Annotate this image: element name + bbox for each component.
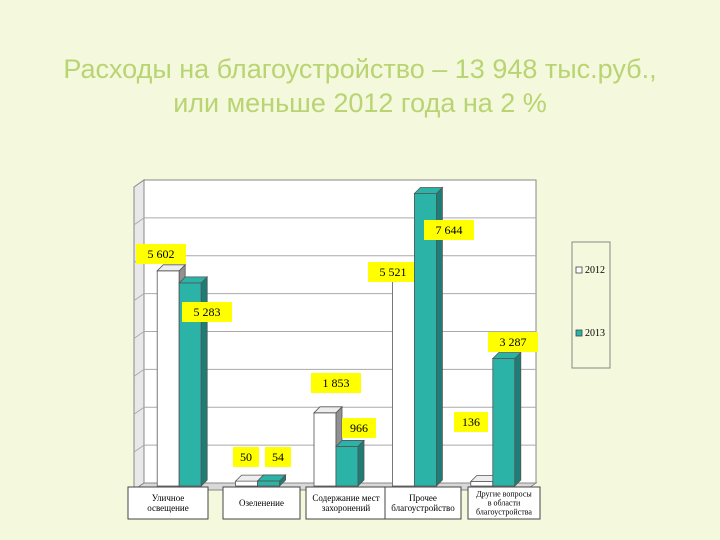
gridline-side [133,368,145,377]
category-label: Прочее [409,493,437,503]
data-label: 3 287 [500,335,527,349]
data-label-bg [311,373,361,393]
legend-label-2012: 2012 [585,265,605,276]
data-label: 1 853 [323,376,350,390]
data-label-bg [454,412,488,432]
bar-front [235,480,259,487]
data-label-bg [265,447,291,467]
gridline-side [133,331,145,339]
legend-swatch-2013 [575,329,583,337]
category-label: благоустройство [391,503,455,513]
bar-front [156,270,180,487]
category-label-box [467,486,541,520]
data-label: 136 [462,415,480,429]
bar-front [335,446,359,487]
data-label-bg [368,262,418,282]
bar-front [492,358,516,487]
category-label: Другие вопросы [476,490,532,499]
bar-top [335,440,365,447]
title-line-1: Расходы на благоустройство – 13 948 тыс.… [63,54,657,84]
data-label-bg [424,220,474,240]
bar-top [156,264,187,272]
category-label: благоустройства [476,508,532,517]
legend-box [571,241,611,369]
category-label: Уличное [152,493,185,503]
data-label-bg [488,332,538,352]
title-line-2: или меньше 2012 года на 2 % [173,88,547,118]
category-label-box [127,486,209,520]
bar-front [313,412,337,487]
data-label: 5 283 [194,305,221,319]
bar-side [357,439,365,487]
page-title: Расходы на благоустройство – 13 948 тыс.… [0,52,720,120]
data-label-bg [233,447,259,467]
legend-swatch-2012 [575,266,583,274]
bar-2013-3 [335,439,365,487]
data-label: 5 521 [380,265,407,279]
bar-top [313,406,343,414]
gridline-side [133,406,145,415]
data-label: 50 [240,450,252,464]
data-label: 7 644 [436,223,463,237]
bar-2013-4 [413,186,444,487]
category-label-box [305,486,387,520]
category-label: захоронений [322,503,371,513]
category-label: освещение [147,503,188,513]
category-label: Содержание мест [312,493,379,503]
bar-top [178,276,209,284]
gridline-side [133,217,145,226]
gridline-side [133,444,145,453]
category-label-box [384,486,462,520]
data-label: 54 [272,450,284,464]
data-label: 966 [350,421,368,435]
bar-top [256,474,287,482]
bar-top [491,352,522,359]
bar-top [413,187,444,194]
data-label-bg [136,244,186,264]
bar-2013-1 [178,275,209,487]
gridline-side [133,293,145,302]
bar-2013-5 [491,351,522,487]
category-label-box [222,486,301,520]
category-label: Озеленение [239,498,284,508]
bar-front [391,273,415,487]
bar-front [257,480,281,487]
category-label: в области [488,499,521,508]
data-label-bg [182,302,232,322]
data-label-bg [342,418,376,438]
legend-label-2013: 2013 [585,328,605,339]
bar-front [470,481,494,487]
bar-2013-2 [256,473,287,487]
bar-side [514,351,522,487]
data-label: 5 602 [148,247,175,261]
